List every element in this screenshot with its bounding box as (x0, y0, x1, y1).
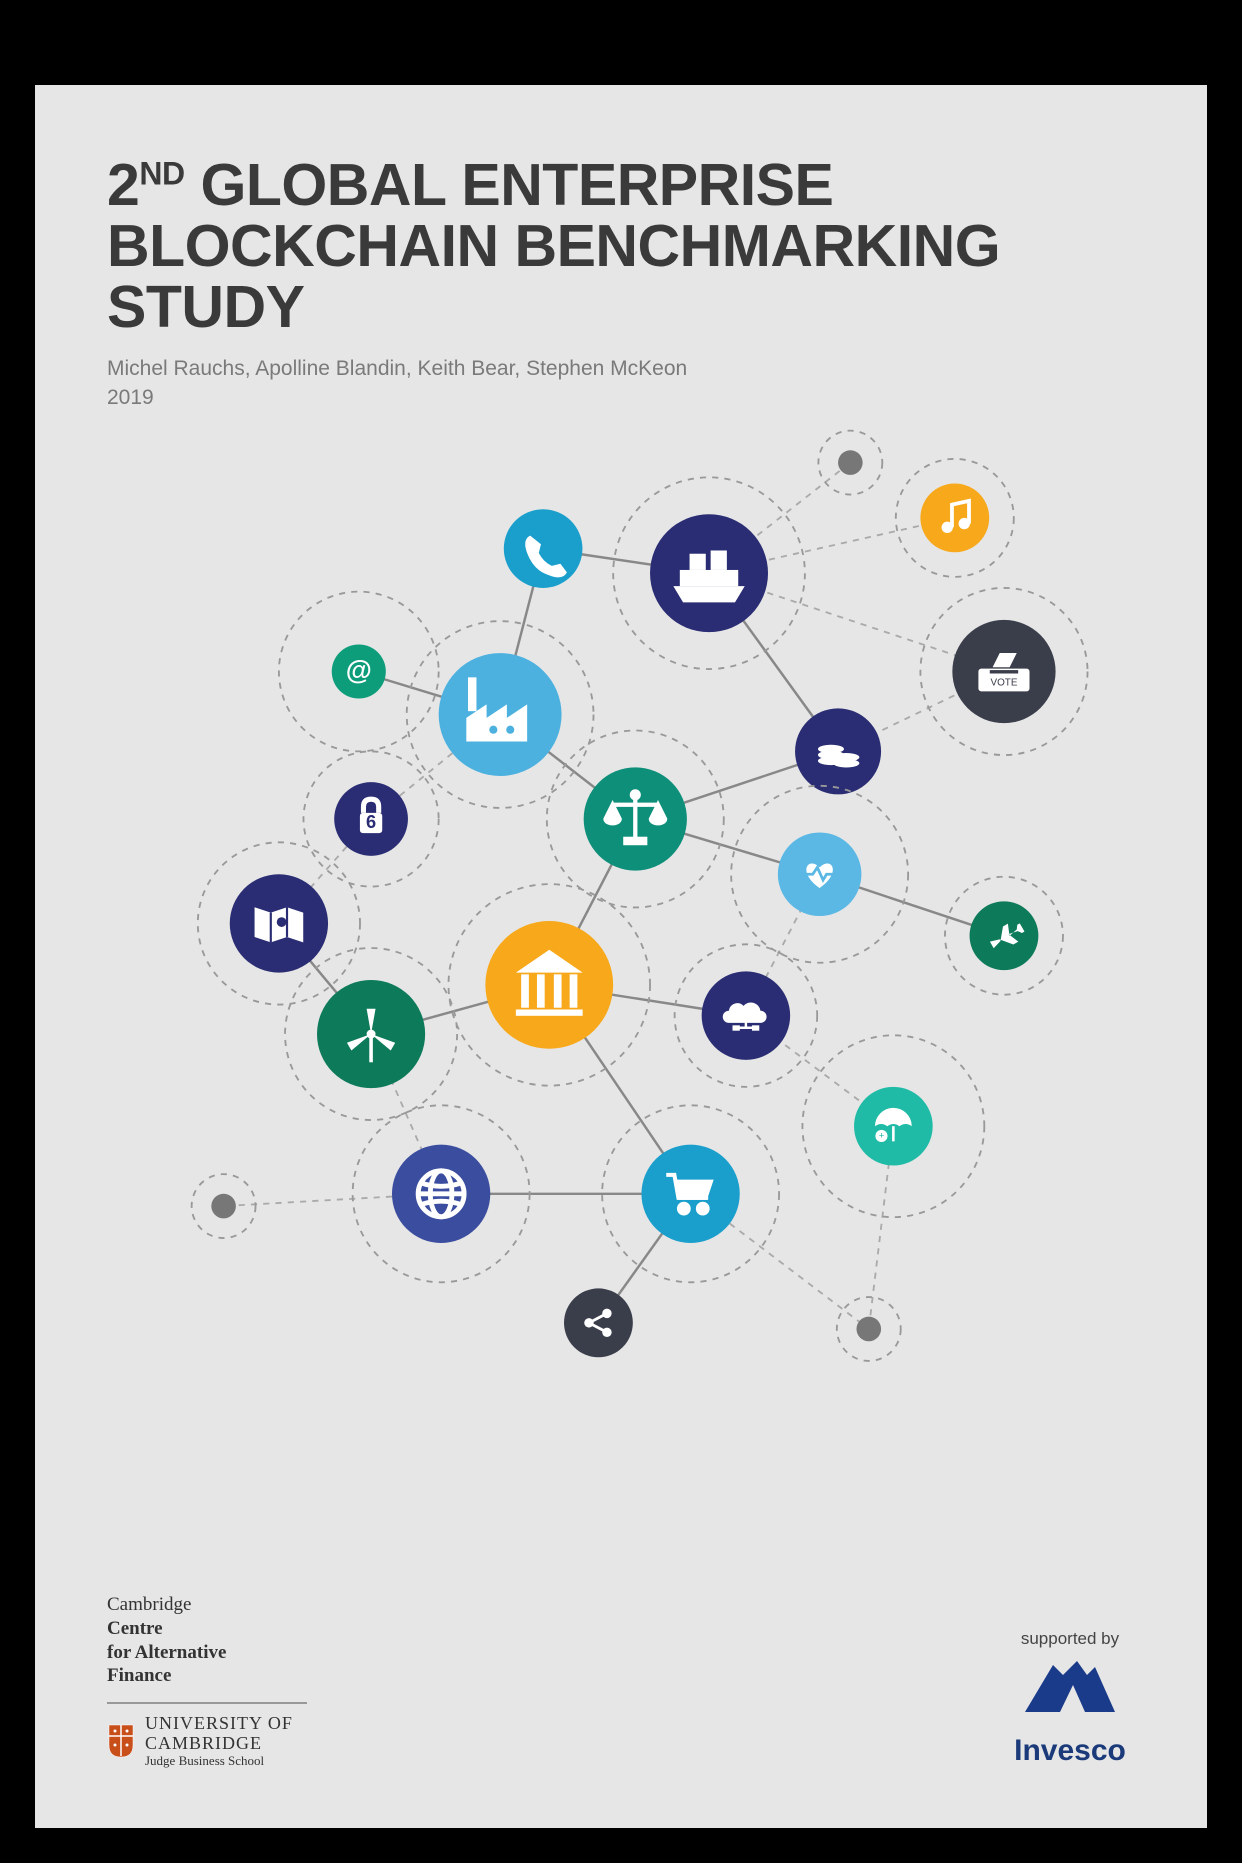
cover: 2ND GLOBAL ENTERPRISE BLOCKCHAIN BENCHMA… (35, 85, 1207, 1828)
music-node (896, 459, 1014, 577)
svg-text:+: + (879, 1131, 885, 1142)
at-icon: @ (346, 655, 372, 685)
footer-right: supported by Invesco (1005, 1629, 1135, 1768)
map-icon (255, 907, 304, 942)
umbrella-node: + (802, 1035, 984, 1217)
vote-node: VOTE (920, 588, 1087, 755)
ccaf-logo-text: Cambridge Centre for Alternative Finance (107, 1593, 307, 1688)
factory-node (407, 621, 594, 808)
network-diagram: @ VOTE 6 + (93, 395, 1153, 1415)
sponsor-name: Invesco (1005, 1734, 1135, 1768)
lock-node: 6 (303, 751, 438, 886)
divider (107, 1702, 307, 1704)
cloud-node (675, 944, 818, 1087)
svg-text:@: @ (346, 655, 372, 685)
authors-names: Michel Rauchs, Apolline Blandin, Keith B… (107, 355, 1135, 383)
university-logo: UNIVERSITY OF CAMBRIDGE Judge Business S… (107, 1714, 307, 1768)
footer-left: Cambridge Centre for Alternative Finance (107, 1593, 307, 1768)
supported-label: supported by (1005, 1629, 1135, 1649)
dot1-node (818, 431, 882, 495)
bank-node (448, 884, 650, 1086)
svg-text:VOTE: VOTE (990, 678, 1017, 689)
report-title: 2ND GLOBAL ENTERPRISE BLOCKCHAIN BENCHMA… (107, 155, 1135, 337)
svg-text:6: 6 (366, 811, 376, 832)
dot3-node (837, 1297, 901, 1361)
phone-node (504, 509, 583, 588)
plane-node (945, 877, 1063, 995)
map-node (198, 842, 360, 1004)
share-node (564, 1288, 633, 1357)
coins-node (795, 708, 881, 794)
page: 2ND GLOBAL ENTERPRISE BLOCKCHAIN BENCHMA… (0, 0, 1242, 1863)
invesco-logo-icon (1005, 1657, 1135, 1727)
cambridge-crest-icon (107, 1723, 135, 1759)
wind-node (285, 948, 457, 1120)
at-node: @ (279, 592, 439, 752)
ship-node (613, 477, 805, 669)
dot2-node (192, 1174, 256, 1238)
scales-node (547, 730, 724, 907)
heart-node (731, 786, 908, 963)
